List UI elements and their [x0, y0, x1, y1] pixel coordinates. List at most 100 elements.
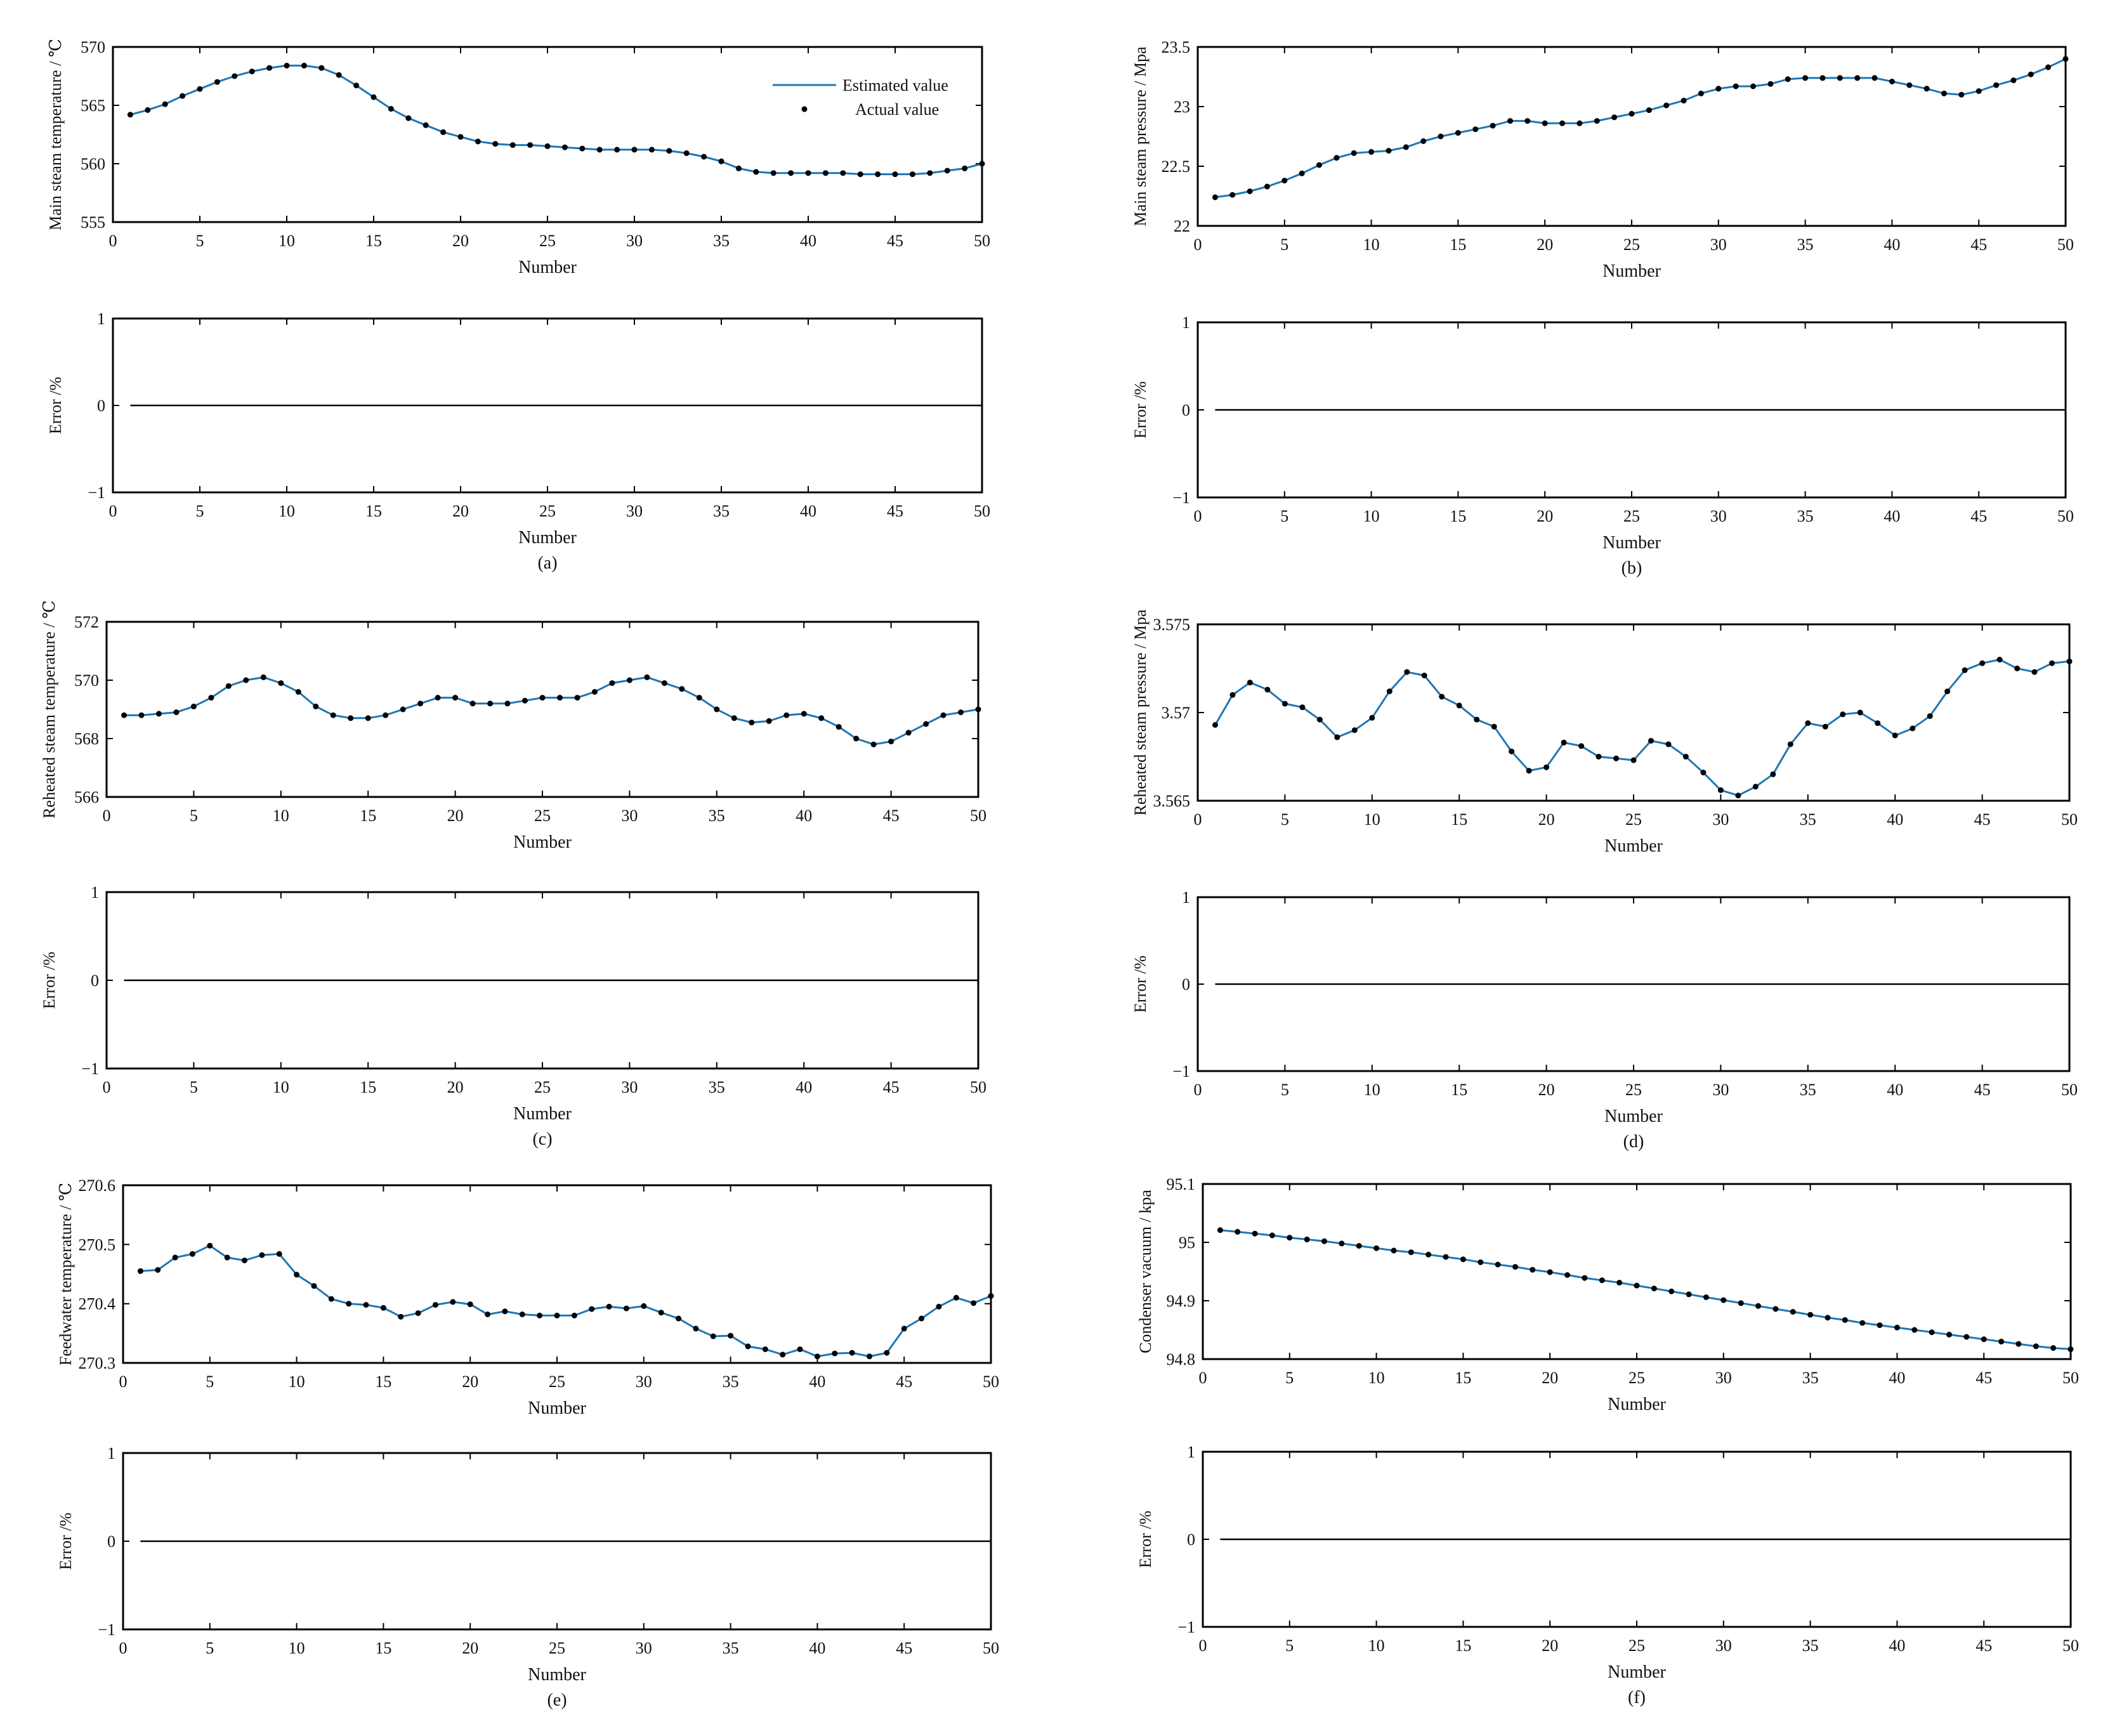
actual-point — [1391, 1247, 1397, 1254]
actual-point — [1825, 1315, 1831, 1321]
actual-point — [2028, 71, 2034, 77]
x-tick-label: 10 — [273, 806, 289, 825]
actual-point — [492, 141, 499, 147]
actual-point — [1958, 91, 1965, 98]
actual-point — [1281, 700, 1288, 707]
x-axis-label: Number — [528, 1665, 586, 1685]
estimated-series-line — [1214, 659, 2070, 797]
x-tick-label: 10 — [1368, 1636, 1385, 1655]
actual-point — [696, 695, 702, 701]
x-tick-label: 45 — [1976, 1636, 1992, 1655]
actual-point — [1686, 1291, 1692, 1298]
actual-point — [1976, 88, 1982, 95]
y-axis-label: Main steam temperature / ℃ — [46, 39, 65, 230]
x-tick-label: 30 — [621, 1078, 638, 1096]
actual-point — [1559, 120, 1566, 126]
actual-point — [301, 62, 307, 69]
actual-point — [1316, 716, 1323, 723]
actual-point — [1911, 1327, 1918, 1333]
panel-caption: (e) — [547, 1690, 567, 1710]
x-axis-label: Number — [518, 528, 577, 548]
x-tick-label: 15 — [1455, 1369, 1471, 1387]
actual-point — [467, 1301, 473, 1308]
actual-point — [180, 93, 186, 99]
x-tick-label: 45 — [883, 1078, 900, 1096]
x-tick-label: 10 — [278, 502, 295, 520]
actual-point — [162, 101, 168, 107]
actual-point — [1408, 1249, 1414, 1256]
actual-point — [1386, 148, 1392, 154]
actual-point — [1507, 118, 1513, 124]
actual-point — [2066, 658, 2073, 664]
x-tick-label: 35 — [1802, 1369, 1819, 1387]
actual-point — [901, 1325, 907, 1332]
y-axis-label: Reheated steam pressure / Mpa — [1131, 609, 1150, 815]
panel-caption: (f) — [1628, 1688, 1646, 1707]
actual-point — [1212, 722, 1218, 728]
x-axis-label: Number — [1602, 533, 1661, 553]
actual-point — [1993, 82, 2000, 88]
panel-caption: (c) — [532, 1129, 552, 1149]
actual-point — [1599, 1277, 1605, 1284]
y-tick-label: 23 — [1174, 98, 1190, 116]
actual-point — [1854, 75, 1861, 81]
x-tick-label: 25 — [1623, 507, 1640, 525]
actual-point — [1946, 1331, 1952, 1338]
y-tick-label: 0 — [91, 971, 99, 990]
actual-point — [835, 724, 842, 730]
actual-point — [1321, 1238, 1327, 1244]
actual-point — [940, 712, 947, 718]
actual-point — [138, 712, 145, 718]
actual-point — [1316, 162, 1322, 168]
actual-point — [1281, 178, 1288, 184]
x-tick-label: 0 — [1194, 810, 1202, 829]
actual-point — [1698, 90, 1704, 96]
x-tick-label: 30 — [626, 502, 643, 520]
actual-point — [1252, 1230, 1258, 1237]
actual-point — [295, 688, 301, 695]
actual-point — [1404, 669, 1410, 675]
actual-point — [190, 703, 197, 709]
actual-point — [225, 683, 232, 689]
estimated-series-line — [140, 1244, 992, 1358]
actual-point — [676, 1315, 681, 1322]
x-tick-label: 10 — [1364, 1081, 1380, 1099]
actual-point — [1929, 1329, 1935, 1336]
y-tick-label: −1 — [1172, 1062, 1190, 1081]
actual-point — [661, 680, 667, 687]
x-tick-label: 35 — [1797, 507, 1814, 525]
actual-point — [971, 1300, 977, 1306]
actual-point — [909, 171, 915, 178]
estimated-series-line — [1220, 1229, 2071, 1350]
actual-point — [728, 1332, 734, 1339]
y-tick-label: 270.3 — [79, 1354, 116, 1372]
actual-point — [892, 171, 898, 178]
actual-point — [1478, 1259, 1484, 1265]
x-axis-label: Number — [513, 1104, 572, 1124]
actual-point — [2067, 1346, 2074, 1352]
chart-panel-8: 0 5 10 15 20 25 30 35 40 45 50 270.3 270.4 270.5 270.6… — [56, 1176, 999, 1418]
actual-point — [485, 1312, 491, 1317]
actual-point — [648, 147, 655, 153]
x-tick-label: 45 — [1970, 235, 1987, 254]
y-tick-label: 1 — [1187, 1443, 1195, 1461]
actual-point — [1807, 1312, 1814, 1318]
actual-point — [1875, 720, 1881, 727]
x-tick-label: 0 — [1194, 507, 1202, 525]
actual-point — [1819, 75, 1826, 81]
x-tick-label: 30 — [636, 1639, 652, 1657]
actual-point — [353, 82, 360, 89]
actual-point — [905, 730, 912, 736]
x-tick-label: 30 — [1715, 1636, 1732, 1655]
actual-point — [822, 170, 829, 176]
actual-point — [609, 680, 615, 687]
actual-point — [818, 715, 825, 721]
x-tick-label: 15 — [360, 806, 376, 825]
actual-point — [1490, 122, 1496, 129]
x-tick-label: 30 — [626, 232, 643, 250]
chart-panel-6: 0 5 10 15 20 25 30 35 40 45 50 3.565 3.57 3.575 Number… — [1131, 609, 2078, 856]
actual-point — [1785, 76, 1791, 82]
actual-point — [1927, 713, 1933, 720]
